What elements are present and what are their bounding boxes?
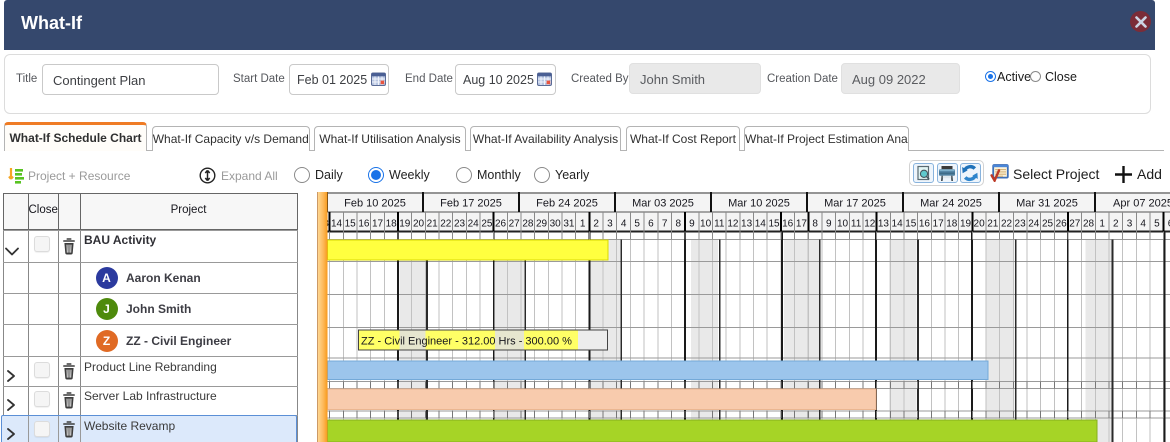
- svg-text:Feb 17 2025: Feb 17 2025: [440, 198, 502, 210]
- svg-text:21: 21: [987, 219, 999, 230]
- svg-text:13: 13: [878, 219, 890, 230]
- svg-text:18: 18: [946, 219, 958, 230]
- svg-text:8: 8: [676, 219, 682, 230]
- svg-text:Mar 03 2025: Mar 03 2025: [632, 198, 694, 210]
- svg-text:13: 13: [741, 219, 753, 230]
- svg-text:24: 24: [468, 219, 480, 230]
- svg-text:22: 22: [1001, 219, 1013, 230]
- svg-text:16: 16: [358, 219, 370, 230]
- svg-text:19: 19: [399, 219, 411, 230]
- svg-text:4: 4: [621, 219, 627, 230]
- svg-text:16: 16: [919, 219, 931, 230]
- svg-text:30: 30: [550, 219, 562, 230]
- svg-text:12: 12: [727, 219, 739, 230]
- svg-text:Mar 17 2025: Mar 17 2025: [824, 198, 886, 210]
- svg-text:5: 5: [1154, 219, 1160, 230]
- svg-text:26: 26: [1056, 219, 1068, 230]
- svg-text:28: 28: [522, 219, 534, 230]
- svg-text:14: 14: [331, 219, 343, 230]
- svg-text:25: 25: [1042, 219, 1054, 230]
- svg-text:20: 20: [974, 219, 986, 230]
- svg-text:6: 6: [648, 219, 654, 230]
- svg-text:11: 11: [714, 219, 725, 230]
- svg-text:19: 19: [960, 219, 972, 230]
- svg-text:1: 1: [1099, 219, 1105, 230]
- svg-text:7: 7: [662, 219, 668, 230]
- svg-text:27: 27: [1069, 219, 1081, 230]
- svg-text:ZZ - Civil Engineer - 312.00 H: ZZ - Civil Engineer - 312.00 Hrs - 300.0…: [361, 336, 572, 348]
- svg-text:23: 23: [1015, 219, 1027, 230]
- svg-text:28: 28: [1083, 219, 1095, 230]
- svg-text:Mar 10 2025: Mar 10 2025: [728, 198, 790, 210]
- svg-text:14: 14: [892, 219, 904, 230]
- svg-text:8: 8: [812, 219, 818, 230]
- svg-text:2: 2: [593, 219, 599, 230]
- svg-text:15: 15: [345, 219, 357, 230]
- svg-text:16: 16: [782, 219, 794, 230]
- svg-text:5: 5: [634, 219, 640, 230]
- svg-text:21: 21: [427, 219, 439, 230]
- svg-text:20: 20: [413, 219, 425, 230]
- svg-text:Apr 07 2025: Apr 07 2025: [1113, 198, 1170, 210]
- svg-text:26: 26: [495, 219, 507, 230]
- svg-text:Mar 31 2025: Mar 31 2025: [1016, 198, 1078, 210]
- svg-text:29: 29: [536, 219, 548, 230]
- svg-text:17: 17: [933, 219, 945, 230]
- svg-text:Feb 10 2025: Feb 10 2025: [344, 198, 406, 210]
- svg-text:24: 24: [1028, 219, 1040, 230]
- svg-text:9: 9: [689, 219, 695, 230]
- svg-text:11: 11: [851, 219, 862, 230]
- svg-text:10: 10: [837, 219, 849, 230]
- svg-text:6: 6: [1168, 219, 1170, 230]
- svg-text:10: 10: [700, 219, 712, 230]
- svg-text:4: 4: [1140, 219, 1146, 230]
- svg-text:15: 15: [768, 219, 780, 230]
- svg-text:25: 25: [481, 219, 493, 230]
- svg-text:17: 17: [796, 219, 808, 230]
- svg-text:3: 3: [607, 219, 613, 230]
- svg-text:22: 22: [440, 219, 452, 230]
- svg-text:Mar 24 2025: Mar 24 2025: [920, 198, 982, 210]
- svg-text:Feb 24 2025: Feb 24 2025: [536, 198, 598, 210]
- svg-text:12: 12: [864, 219, 876, 230]
- svg-text:27: 27: [509, 219, 521, 230]
- svg-text:31: 31: [563, 219, 575, 230]
- svg-text:18: 18: [386, 219, 398, 230]
- svg-text:23: 23: [454, 219, 466, 230]
- svg-text:15: 15: [905, 219, 917, 230]
- svg-text:3: 3: [1127, 219, 1133, 230]
- svg-text:9: 9: [826, 219, 832, 230]
- svg-text:14: 14: [755, 219, 767, 230]
- svg-text:17: 17: [372, 219, 384, 230]
- svg-text:1: 1: [580, 219, 586, 230]
- svg-text:2: 2: [1113, 219, 1119, 230]
